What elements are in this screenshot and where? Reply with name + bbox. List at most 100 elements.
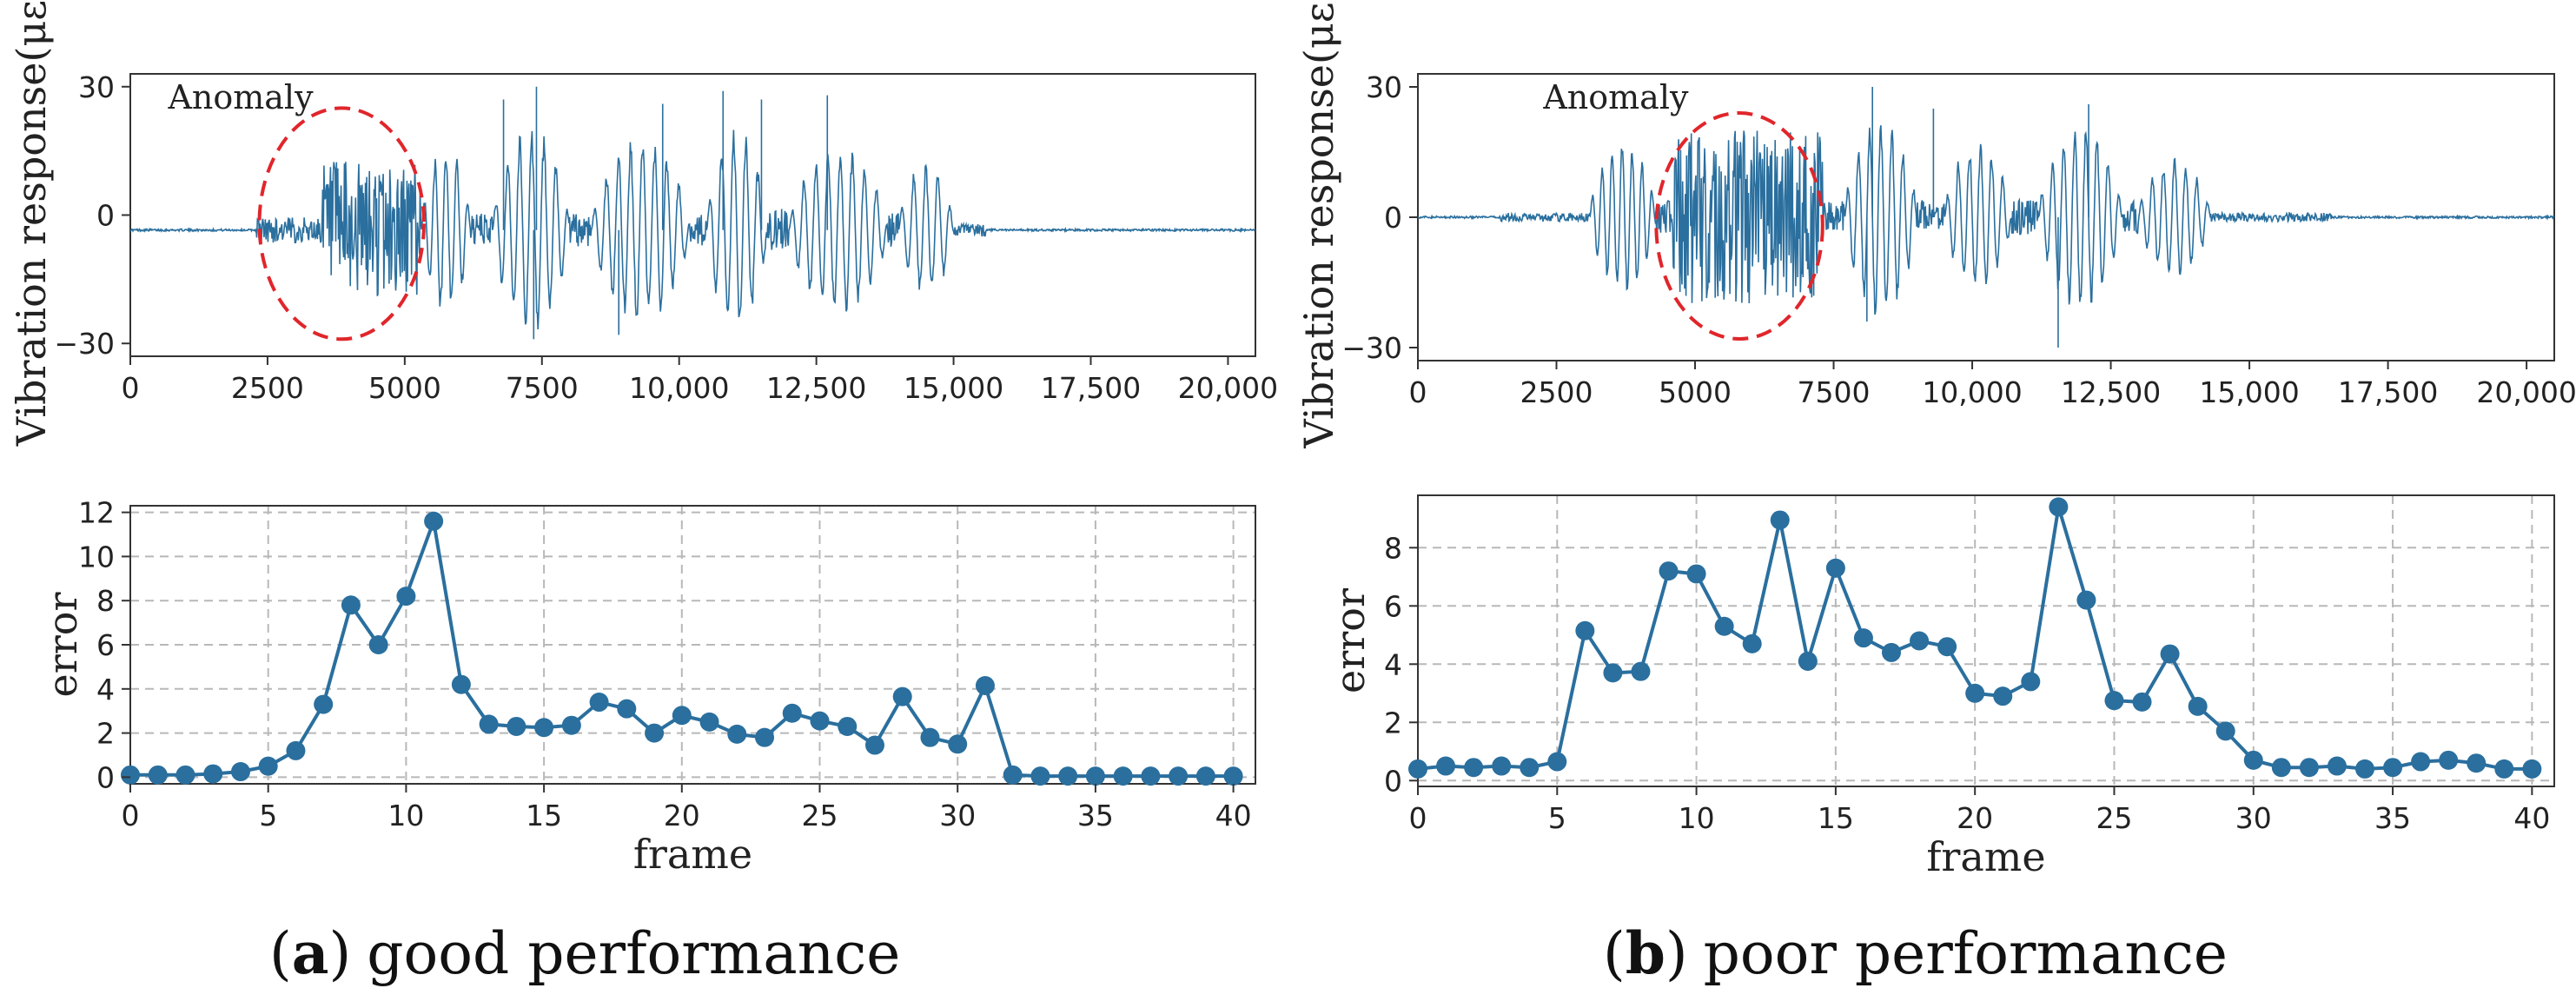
error-data-point: [368, 635, 388, 654]
error-data-point: [672, 706, 692, 726]
x-tick-label: 7500: [1798, 375, 1871, 409]
error-data-point: [121, 765, 140, 785]
error-data-point: [479, 714, 499, 734]
error-data-point: [1631, 661, 1651, 681]
error-data-point: [148, 765, 168, 785]
x-tick-label: 40: [1215, 799, 1252, 832]
y-tick-label: 4: [96, 673, 115, 706]
caption-a-letter: a: [292, 919, 329, 987]
error-data-point: [1714, 616, 1734, 636]
error-data-point: [2467, 753, 2487, 773]
vibration-series-line: [1417, 125, 2555, 315]
error-data-point: [1408, 759, 1427, 779]
error-series-line: [130, 514, 1234, 779]
x-tick-label: 20: [664, 799, 700, 832]
plot-frame: [1417, 494, 2555, 787]
error-data-point: [230, 762, 250, 782]
y-tick-label: 12: [78, 496, 115, 530]
x-axis-label: frame: [633, 831, 752, 878]
error-data-point: [396, 587, 416, 607]
chart-b-vibration: Anomaly 0 2500 5000 7500 10,000 12,500 15,000 1…: [1295, 0, 2576, 449]
y-tick-label: −30: [1341, 331, 1402, 365]
y-tick-label: 30: [78, 70, 115, 104]
x-tick-label: 20,000: [1178, 371, 1278, 405]
x-tick-label: 30: [2235, 801, 2272, 835]
error-data-point: [534, 718, 554, 738]
error-data-point: [1436, 756, 1456, 776]
x-axis-label: frame: [1926, 833, 2045, 880]
error-data-point: [175, 765, 195, 785]
y-axis-label: Vibration response(με): [1295, 0, 1342, 449]
y-tick-label: 0: [96, 760, 115, 794]
error-data-point: [948, 734, 968, 754]
y-tick-label: 10: [78, 540, 115, 574]
error-data-point: [424, 511, 444, 531]
y-axis-label: error: [39, 593, 86, 698]
error-data-point: [2327, 756, 2347, 776]
x-tick-label: 10,000: [1922, 375, 2022, 409]
y-tick-label: 4: [1384, 647, 1402, 681]
error-data-point: [2411, 752, 2431, 772]
error-data-point: [314, 694, 334, 714]
y-tick-label: 8: [1384, 531, 1402, 565]
x-tick-label: 5: [259, 799, 277, 832]
x-tick-label: 2500: [1520, 375, 1593, 409]
error-data-point: [617, 699, 637, 719]
error-data-point: [2215, 721, 2235, 741]
chart-a-vibration: Anomaly 0 2500 5000 7500 10,000 12,500 15,000 1…: [8, 0, 1278, 447]
chart-b-error: 0 5 10 15 20 25 30 35 40 0 2 4 6 8 error frame: [1327, 494, 2555, 880]
x-tick-label: 5: [1548, 801, 1566, 835]
x-tick-label: 17,500: [2338, 375, 2438, 409]
error-data-point: [2021, 672, 2041, 692]
x-tick-label: 35: [2374, 801, 2411, 835]
y-axis-label: Vibration response(με): [8, 0, 55, 447]
error-data-point: [2132, 692, 2152, 712]
x-tick-label: 7500: [506, 371, 579, 405]
error-data-point: [1575, 620, 1595, 640]
error-data-point: [1603, 663, 1623, 683]
x-tick-label: 0: [1409, 375, 1427, 409]
x-tick-label: 0: [1409, 801, 1427, 835]
x-tick-label: 5000: [368, 371, 441, 405]
error-data-point: [1169, 766, 1189, 786]
caption-a: (a) good performance: [269, 919, 900, 987]
error-data-point: [1085, 766, 1105, 786]
error-data-point: [1492, 756, 1512, 776]
x-tick-label: 25: [802, 799, 838, 832]
x-tick-label: 25: [2096, 801, 2132, 835]
error-data-point: [1910, 631, 1930, 651]
error-data-point: [589, 693, 609, 713]
error-data-point: [507, 716, 526, 736]
x-tick-label: 20: [1957, 801, 1993, 835]
error-data-point: [2243, 750, 2263, 770]
error-data-point: [645, 723, 665, 743]
x-tick-label: 12,500: [2061, 375, 2161, 409]
anomaly-ellipse: [257, 106, 426, 342]
anomaly-label: Anomaly: [1542, 78, 1689, 116]
error-data-point: [1113, 766, 1133, 786]
error-data-point: [1965, 683, 1985, 703]
error-data-point: [1141, 766, 1161, 786]
y-tick-label: 6: [1384, 589, 1402, 623]
y-tick-label: 6: [96, 628, 115, 662]
y-tick-label: 2: [96, 717, 115, 751]
x-tick-label: 17,500: [1041, 371, 1141, 405]
error-data-point: [2076, 590, 2096, 610]
x-tick-label: 2500: [231, 371, 304, 405]
caption-b-open: (: [1603, 920, 1626, 987]
error-data-point: [810, 711, 830, 731]
caption-b: (b) poor performance: [1603, 919, 2228, 987]
error-data-point: [1520, 758, 1540, 778]
error-data-point: [1798, 651, 1818, 671]
caption-a-text: good performance: [367, 920, 900, 987]
x-tick-label: 20,000: [2476, 375, 2576, 409]
error-data-point: [2160, 644, 2180, 664]
x-tick-label: 15: [526, 799, 562, 832]
y-tick-label: 0: [1384, 201, 1402, 235]
error-data-point: [2383, 758, 2403, 778]
x-tick-label: 10: [1679, 801, 1715, 835]
error-data-point: [1659, 561, 1679, 581]
caption-a-open: (: [269, 920, 292, 987]
caption-b-letter: b: [1626, 919, 1665, 987]
x-tick-label: 5000: [1659, 375, 1732, 409]
